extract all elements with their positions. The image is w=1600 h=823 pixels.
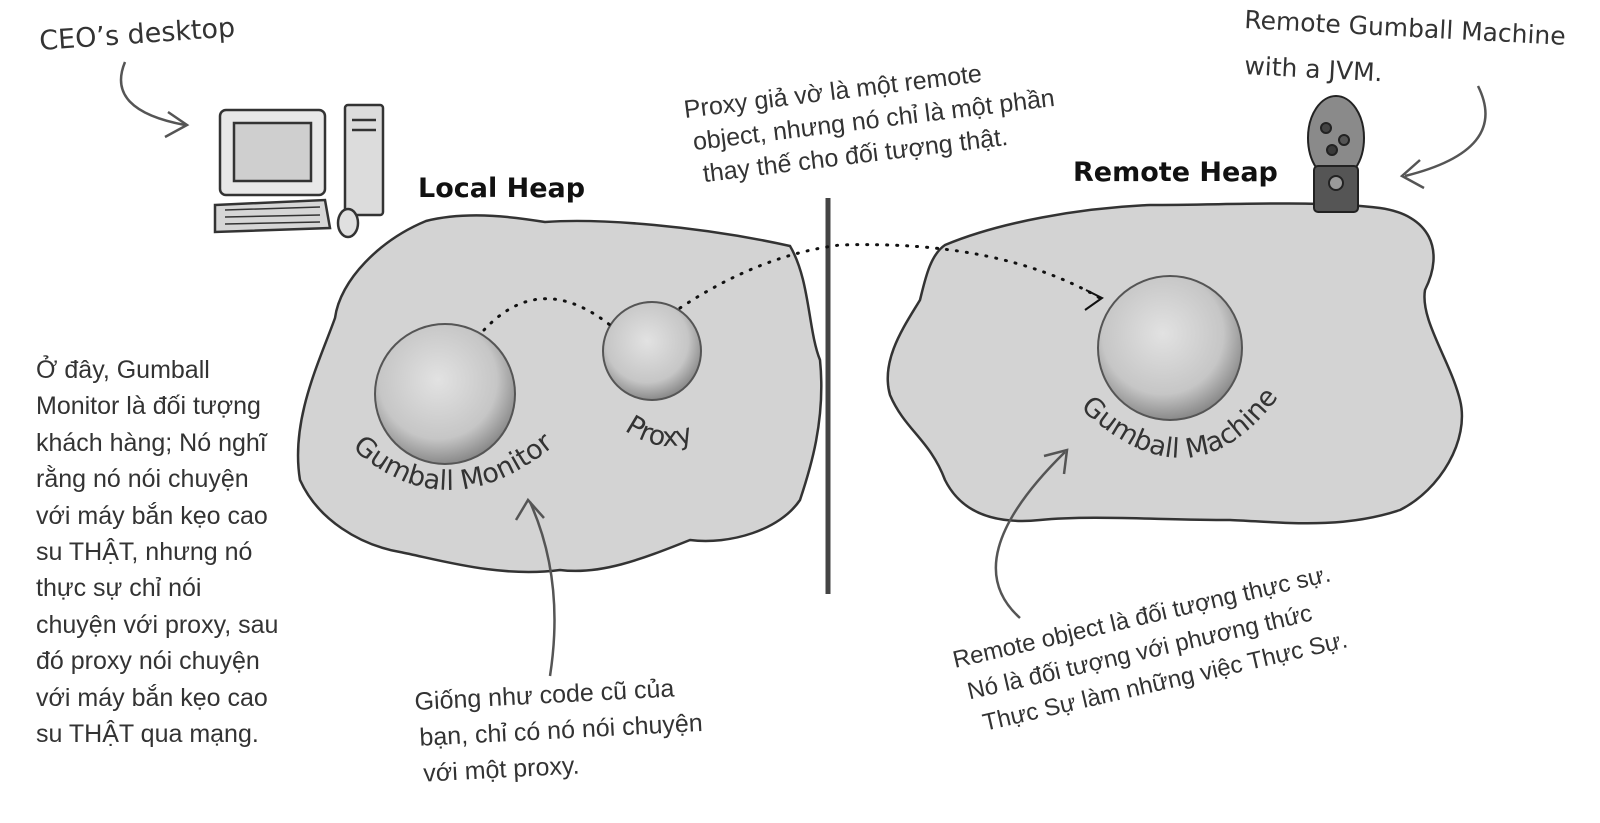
left-note-line: thực sự chỉ nói (36, 574, 202, 603)
left-note-line: với máy bắn kẹo cao (36, 501, 268, 530)
remote-machine-label-line2: with a JVM. (1244, 51, 1384, 87)
remote-machine-arrowhead (1399, 159, 1425, 190)
monitor-note-line3: với một proxy. (423, 751, 581, 787)
local-heap-blob (296, 214, 823, 574)
gumball-machine-icon (1307, 95, 1365, 213)
ceo-desktop-label: CEO’s desktop (38, 12, 236, 57)
left-note-line: Monitor là đối tượng (36, 392, 261, 421)
ceo-arrowhead (164, 110, 190, 139)
left-note-line: với máy bắn kẹo cao (36, 683, 268, 712)
left-note-line: Ở đây, Gumball (36, 356, 210, 384)
monitor-note-arrow (528, 501, 556, 677)
client-explanation-note: Ở đây, Gumball Monitor là đối tượng khác… (36, 352, 316, 752)
monitor-note-line2: bạn, chỉ có nó nói chuyện (419, 709, 704, 752)
desktop-computer-icon (213, 103, 385, 239)
remote-object-note: Remote object là đối tượng thực sự. Nó l… (950, 561, 1350, 737)
left-note-line: su THẬT qua mạng. (36, 720, 259, 749)
remote-heap-label: Remote Heap (1073, 157, 1278, 188)
gumball-machine-object (1097, 275, 1243, 421)
machine-note-arrowhead (1043, 448, 1069, 475)
left-note-line: đó proxy nói chuyện (36, 647, 260, 676)
ceo-arrow (119, 61, 186, 127)
left-note-line: rằng nó nói chuyện (36, 465, 249, 494)
monitor-note-arrowhead (514, 497, 545, 521)
proxy-object (602, 301, 702, 401)
left-note-line: chuyện với proxy, sau (36, 610, 279, 639)
left-note-line: su THẬT, nhưng nó (36, 538, 253, 567)
gumball-monitor-object (374, 323, 516, 465)
dots-arrowhead (1084, 289, 1104, 311)
remote-machine-label-line1: Remote Gumball Machine (1244, 5, 1567, 51)
monitor-to-proxy-dots (482, 297, 612, 332)
remote-machine-arrow (1404, 85, 1487, 178)
local-heap-label: Local Heap (418, 173, 585, 204)
monitor-note: Giống như code cũ của bạn, chỉ có nó nói… (414, 674, 704, 787)
proxy-note: Proxy giả vờ là một remote object, nhưng… (682, 60, 1056, 189)
monitor-note-line1: Giống như code cũ của (414, 674, 675, 716)
left-note-line: khách hàng; Nó nghĩ (36, 428, 267, 457)
machine-note-arrow (994, 451, 1066, 619)
